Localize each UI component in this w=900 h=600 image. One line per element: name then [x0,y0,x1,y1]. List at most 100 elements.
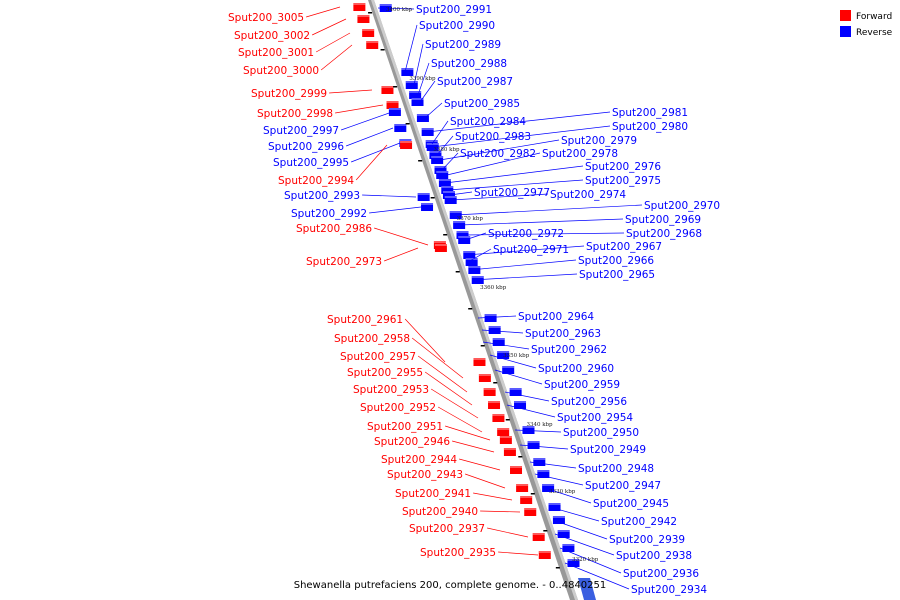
gene-label-sput200_2949[interactable]: Sput200_2949 [570,444,646,456]
gene-label-sput200_2967[interactable]: Sput200_2967 [586,241,662,253]
gene-label-sput200_3005[interactable]: Sput200_3005 [228,12,304,24]
gene-label-sput200_2939[interactable]: Sput200_2939 [609,534,685,546]
gene-label-sput200_2976[interactable]: Sput200_2976 [585,161,661,173]
feature-sput200_2968 [456,231,469,239]
gene-label-sput200_2942[interactable]: Sput200_2942 [601,516,677,528]
gene-label-sput200_2938[interactable]: Sput200_2938 [616,550,692,562]
leader-sput200_2994 [355,144,388,181]
feature-sput200_2996-shine [394,124,407,126]
gene-label-sput200_2987[interactable]: Sput200_2987 [437,76,513,88]
gene-label-sput200_2934[interactable]: Sput200_2934 [631,584,707,596]
gene-label-sput200_2983[interactable]: Sput200_2983 [455,131,531,143]
feature-sput200_2934-shine [567,559,580,561]
gene-label-sput200_2945[interactable]: Sput200_2945 [593,498,669,510]
gene-label-sput200_2953[interactable]: Sput200_2953 [353,384,429,396]
gene-label-sput200_2948[interactable]: Sput200_2948 [578,463,654,475]
gene-label-sput200_2989[interactable]: Sput200_2989 [425,39,501,51]
gene-label-sput200_2941[interactable]: Sput200_2941 [395,488,471,500]
gene-label-sput200_2950[interactable]: Sput200_2950 [563,427,639,439]
gene-label-sput200_2936[interactable]: Sput200_2936 [623,568,699,580]
gene-label-sput200_2956[interactable]: Sput200_2956 [551,396,627,408]
feature-sput200_2998-shine [386,101,399,103]
feature-sput200_2999-body [381,86,394,94]
gene-label-sput200_2975[interactable]: Sput200_2975 [585,175,661,187]
gene-label-sput200_2992[interactable]: Sput200_2992 [291,208,367,220]
gene-label-sput200_2943[interactable]: Sput200_2943 [387,469,463,481]
feature-sput200_2969-body [453,221,466,229]
leader-sput200_2953 [430,388,479,419]
gene-label-sput200_2955[interactable]: Sput200_2955 [347,367,423,379]
gene-label-sput200_2961[interactable]: Sput200_2961 [327,314,403,326]
gene-label-sput200_3001[interactable]: Sput200_3001 [238,47,314,59]
feature-sput200_2958 [478,374,491,382]
gene-label-sput200_2977[interactable]: Sput200_2977 [474,187,550,199]
gene-label-sput200_2997[interactable]: Sput200_2997 [263,125,339,137]
gene-label-sput200_2937[interactable]: Sput200_2937 [409,523,485,535]
leader-sput200_2936 [559,547,622,574]
gene-label-sput200_2996[interactable]: Sput200_2996 [268,141,344,153]
gene-label-sput200_2972[interactable]: Sput200_2972 [488,228,564,240]
axis-tick-label: 3330 kbp [549,489,576,495]
gene-label-sput200_2995[interactable]: Sput200_2995 [273,157,349,169]
gene-label-sput200_2952[interactable]: Sput200_2952 [360,402,436,414]
gene-label-sput200_2980[interactable]: Sput200_2980 [612,121,688,133]
gene-label-sput200_2944[interactable]: Sput200_2944 [381,454,457,466]
gene-label-sput200_2984[interactable]: Sput200_2984 [450,116,526,128]
feature-sput200_2977-body [442,191,455,199]
feature-sput200_2959-shine [502,366,515,368]
minor-feature-mark [468,308,473,310]
gene-label-sput200_2964[interactable]: Sput200_2964 [518,311,594,323]
gene-features [353,3,580,569]
gene-label-sput200_2986[interactable]: Sput200_2986 [296,223,372,235]
feature-sput200_2992 [421,203,434,211]
gene-label-sput200_2959[interactable]: Sput200_2959 [544,379,620,391]
feature-sput200_2938-shine [557,530,570,532]
gene-label-sput200_2981[interactable]: Sput200_2981 [612,107,688,119]
gene-label-sput200_2982[interactable]: Sput200_2982 [460,148,536,160]
gene-label-sput200_2963[interactable]: Sput200_2963 [525,328,601,340]
gene-label-sput200_2962[interactable]: Sput200_2962 [531,344,607,356]
gene-label-sput200_2965[interactable]: Sput200_2965 [579,269,655,281]
gene-label-sput200_2969[interactable]: Sput200_2969 [625,214,701,226]
leader-sput200_2946 [452,440,495,453]
gene-label-sput200_2999[interactable]: Sput200_2999 [251,88,327,100]
feature-sput200_2959-body [502,366,515,374]
feature-sput200_2961-shine [473,358,486,360]
gene-label-sput200_2957[interactable]: Sput200_2957 [340,351,416,363]
gene-label-sput200_2960[interactable]: Sput200_2960 [538,363,614,375]
gene-label-sput200_2991[interactable]: Sput200_2991 [416,4,492,16]
gene-label-sput200_2979[interactable]: Sput200_2979 [561,135,637,147]
axis-tick-label: 3340 kbp [526,422,553,428]
gene-label-sput200_2935[interactable]: Sput200_2935 [420,547,496,559]
gene-label-sput200_3000[interactable]: Sput200_3000 [243,65,319,77]
feature-sput200_2975-shine [441,186,454,188]
gene-label-sput200_2974[interactable]: Sput200_2974 [550,189,626,201]
gene-label-sput200_2947[interactable]: Sput200_2947 [585,480,661,492]
gene-label-sput200_2940[interactable]: Sput200_2940 [402,506,478,518]
leader-sput200_2999 [329,89,373,94]
gene-label-sput200_2954[interactable]: Sput200_2954 [557,412,633,424]
gene-label-sput200_2985[interactable]: Sput200_2985 [444,98,520,110]
feature-sput200_2956 [509,388,522,396]
gene-label-sput200_2990[interactable]: Sput200_2990 [419,20,495,32]
leader-sput200_2939 [552,519,608,540]
gene-label-sput200_2973[interactable]: Sput200_2973 [306,256,382,268]
feature-sput200_2957-body [483,388,496,396]
gene-label-sput200_3002[interactable]: Sput200_3002 [234,30,310,42]
gene-label-sput200_2994[interactable]: Sput200_2994 [278,175,354,187]
feature-sput200_2977-shine [442,191,455,193]
gene-label-sput200_2993[interactable]: Sput200_2993 [284,190,360,202]
gene-label-sput200_2988[interactable]: Sput200_2988 [431,58,507,70]
gene-label-sput200_2966[interactable]: Sput200_2966 [578,255,654,267]
gene-label-sput200_2970[interactable]: Sput200_2970 [644,200,720,212]
gene-label-sput200_2951[interactable]: Sput200_2951 [367,421,443,433]
gene-label-sput200_2978[interactable]: Sput200_2978 [542,148,618,160]
feature-sput200_2971-shine [465,258,478,260]
gene-label-sput200_2946[interactable]: Sput200_2946 [374,436,450,448]
feature-sput200_2997 [388,108,401,116]
feature-sput200_2937-shine [532,533,545,535]
gene-label-sput200_2968[interactable]: Sput200_2968 [626,228,702,240]
gene-label-sput200_2998[interactable]: Sput200_2998 [257,108,333,120]
gene-label-sput200_2971[interactable]: Sput200_2971 [493,244,569,256]
gene-label-sput200_2958[interactable]: Sput200_2958 [334,333,410,345]
